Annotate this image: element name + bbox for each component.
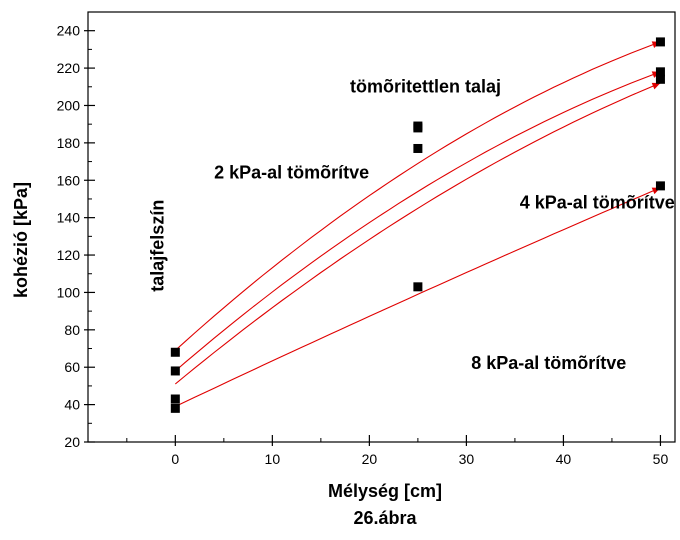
- y-tick-label: 120: [57, 247, 81, 263]
- data-point: [413, 282, 423, 292]
- data-point: [655, 181, 665, 191]
- y-axis: 20 40 60 80 100 120 140 160 180 200 220 240: [57, 23, 95, 450]
- annotation-label: tömõritettlen talaj: [350, 76, 501, 96]
- figure-caption: 26.ábra: [353, 508, 417, 528]
- data-point: [170, 347, 180, 357]
- annotations: tömõritettlen talaj 2 kPa-al tömõrítve 4 k…: [148, 76, 675, 373]
- data-point: [170, 403, 180, 413]
- y-tick-label: 240: [57, 23, 81, 39]
- annotation-label: 4 kPa-al tömõrítve: [520, 192, 675, 212]
- x-tick-label: 30: [459, 451, 475, 467]
- x-tick-label: 0: [171, 451, 179, 467]
- x-tick-label: 40: [556, 451, 572, 467]
- data-point: [655, 74, 665, 84]
- data-point: [170, 366, 180, 376]
- y-tick-label: 180: [57, 135, 81, 151]
- x-axis: 0 10 20 30 40 50: [126, 435, 669, 467]
- data-point: [413, 123, 423, 133]
- x-tick-label: 10: [265, 451, 281, 467]
- plot-frame: [87, 11, 676, 443]
- y-tick-label: 20: [64, 434, 80, 450]
- x-axis-title: Mélység [cm]: [328, 481, 442, 501]
- y-tick-label: 100: [57, 284, 81, 300]
- fit-curves: [174, 41, 661, 407]
- y-tick-label: 220: [57, 60, 81, 76]
- data-points: [170, 37, 665, 413]
- annotation-label: 2 kPa-al tömõrítve: [214, 162, 369, 182]
- data-point: [655, 67, 665, 77]
- fit-curve: [174, 82, 661, 385]
- fit-curve: [174, 71, 661, 372]
- fit-curve: [175, 187, 661, 407]
- y-tick-label: 40: [64, 397, 80, 413]
- y-tick-label: 200: [57, 97, 81, 113]
- y-tick-label: 60: [64, 359, 80, 375]
- data-point: [655, 37, 665, 47]
- fit-curve: [174, 41, 661, 351]
- annotation-label: talajfelszín: [148, 200, 168, 292]
- y-tick-label: 140: [57, 210, 81, 226]
- y-tick-label: 160: [57, 172, 81, 188]
- fit-curve-arrow: [651, 82, 661, 90]
- annotation-label: 8 kPa-al tömõrítve: [471, 353, 626, 373]
- data-point: [413, 143, 423, 153]
- x-tick-label: 20: [362, 451, 378, 467]
- y-tick-label: 80: [64, 322, 80, 338]
- y-axis-title: kohézió [kPa]: [11, 182, 31, 298]
- x-tick-label: 50: [653, 451, 669, 467]
- data-point: [170, 394, 180, 404]
